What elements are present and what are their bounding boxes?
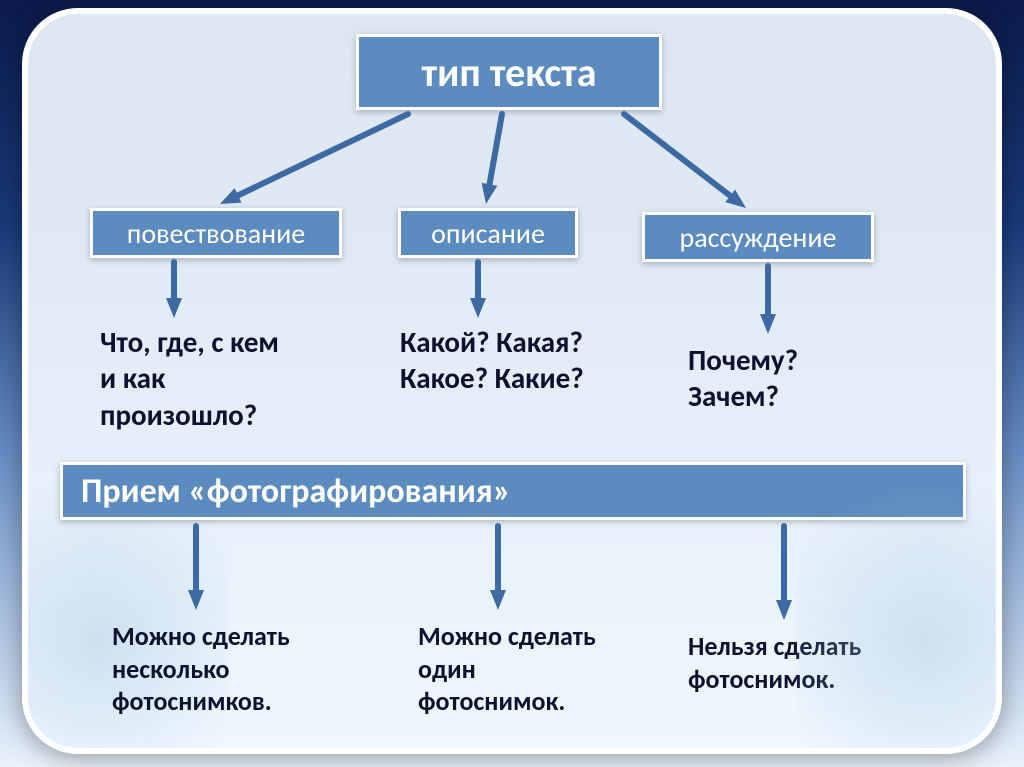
title-text: тип текста (422, 48, 597, 97)
arrow-shaft (490, 114, 502, 184)
arrow-head (760, 314, 776, 334)
content-panel: тип текста повествование описание рассуж… (22, 8, 1002, 754)
category-box-description: описание (398, 208, 578, 258)
arrow-head (776, 600, 792, 620)
arrow-shaft (624, 114, 730, 196)
question-narration: Что, где, с кем и как произошло? (100, 324, 380, 433)
arrow-head (166, 298, 182, 318)
answer-reasoning: Нельзя сделать фотоснимок. (688, 630, 948, 695)
arrow-head (470, 298, 486, 318)
title-box: тип текста (356, 34, 662, 110)
answer-description: Можно сделать один фотоснимок. (418, 620, 678, 718)
arrow-head (188, 590, 204, 610)
category-box-narration: повествование (90, 208, 342, 258)
arrow-head (482, 183, 498, 204)
arrow-shaft (238, 114, 408, 195)
answer-narration: Можно сделать несколько фотоснимков. (112, 620, 372, 718)
arrow-head (490, 590, 506, 610)
category-box-reasoning: рассуждение (642, 212, 874, 262)
technique-bar: Прием «фотографирования» (60, 462, 966, 520)
category-label: описание (431, 216, 545, 251)
arrow-head (725, 189, 746, 208)
arrow-head (220, 188, 241, 204)
question-description: Какой? Какая? Какое? Какие? (400, 324, 660, 397)
technique-label: Прием «фотографирования» (81, 471, 511, 512)
question-reasoning: Почему? Зачем? (688, 342, 908, 415)
category-label: повествование (127, 216, 305, 251)
category-label: рассуждение (680, 220, 837, 255)
